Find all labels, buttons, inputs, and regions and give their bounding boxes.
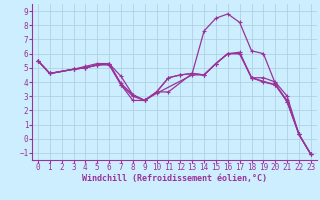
X-axis label: Windchill (Refroidissement éolien,°C): Windchill (Refroidissement éolien,°C) <box>82 174 267 183</box>
